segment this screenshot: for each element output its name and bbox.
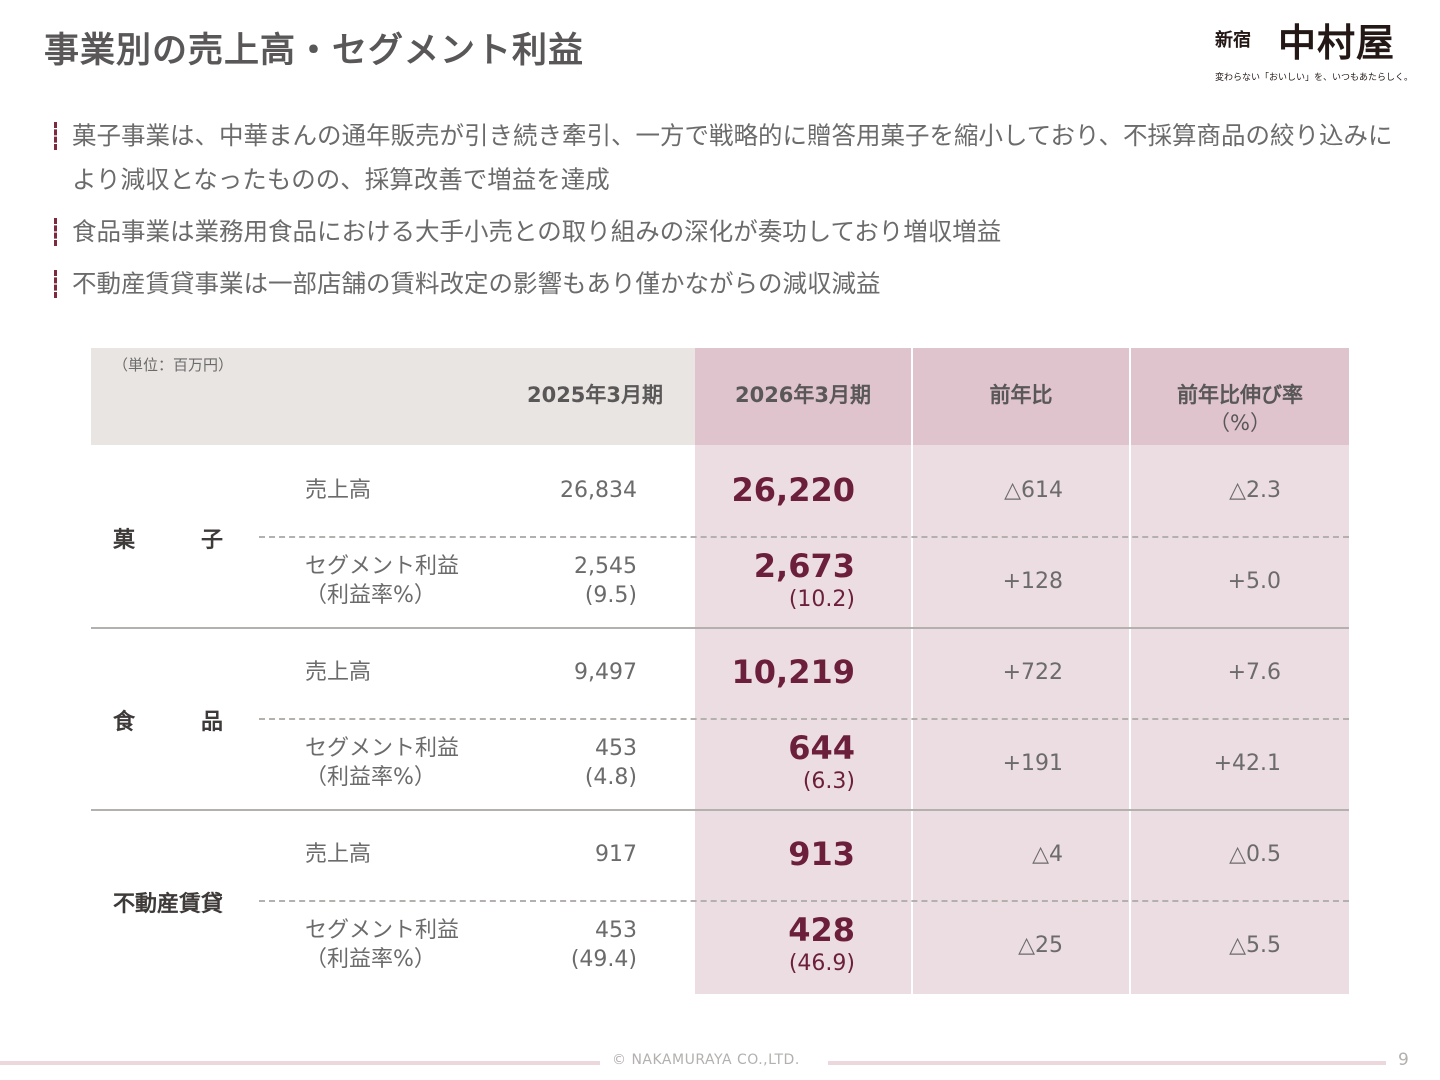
prev-margin: (9.5) — [584, 583, 637, 608]
company-logo: 新宿 中村屋 変わらない「おいしい」を、いつもあたらしく。 — [1208, 12, 1418, 88]
current-value: 10,219 — [731, 653, 855, 691]
bullet-real-estate: 不動産賃貸事業は一部店舗の賃料改定の影響もあり僅かながらの減収減益 — [54, 262, 1394, 306]
bullet-text: 食品事業は業務用食品における大手小売との取り組みの深化が奏功しており増収増益 — [72, 217, 1002, 246]
yoy-value: △25 — [1018, 933, 1063, 958]
row-label: 売上高 — [305, 842, 372, 867]
segment-name: 菓 子 — [113, 528, 224, 553]
row-sublabel: （利益率%） — [305, 947, 436, 972]
segment-table: （単位：百万円） 2025年3月期 2026年3月期 前年比 前年比伸び率 （%… — [91, 348, 1349, 994]
column-header-current-year: 2026年3月期 — [734, 383, 872, 407]
row-sublabel: （利益率%） — [305, 583, 436, 608]
prev-value: 453 — [595, 918, 637, 943]
yoy-rate-value: △0.5 — [1229, 842, 1281, 867]
row-label: セグメント利益 — [305, 736, 460, 761]
row-divider — [259, 900, 1349, 902]
column-divider — [1129, 348, 1131, 994]
current-margin: (6.3) — [802, 769, 855, 794]
yoy-value: +722 — [1002, 660, 1063, 685]
prev-value: 453 — [595, 736, 637, 761]
yoy-rate-value: △2.3 — [1229, 478, 1281, 503]
yoy-value: △4 — [1032, 842, 1063, 867]
footer-line-left — [0, 1061, 600, 1065]
unit-label: （単位：百万円） — [113, 356, 234, 374]
bullet-food: 食品事業は業務用食品における大手小売との取り組みの深化が奏功しており増収増益 — [54, 210, 1394, 254]
page-title: 事業別の売上高・セグメント利益 — [44, 31, 585, 71]
current-value: 428 — [788, 911, 855, 949]
prev-margin: (49.4) — [570, 947, 637, 972]
prev-value: 9,497 — [574, 660, 637, 685]
current-value: 26,220 — [731, 471, 855, 509]
logo-main-text: 中村屋 — [1278, 20, 1396, 65]
yoy-rate-value: +5.0 — [1227, 569, 1281, 594]
current-value: 913 — [788, 835, 855, 873]
row-label: 売上高 — [305, 478, 372, 503]
row-label: 売上高 — [305, 660, 372, 685]
prev-margin: (4.8) — [584, 765, 637, 790]
row-divider — [259, 718, 1349, 720]
logo-small-text: 新宿 — [1215, 30, 1251, 51]
logo-tagline: 変わらない「おいしい」を、いつもあたらしく。 — [1215, 73, 1414, 83]
segment-name: 食 品 — [113, 710, 224, 735]
header-gray-bg — [91, 348, 695, 445]
yoy-value: +128 — [1002, 569, 1063, 594]
bullet-text: 不動産賃貸事業は一部店舗の賃料改定の影響もあり僅かながらの減収減益 — [72, 269, 881, 298]
bullet-marker — [54, 122, 57, 150]
header-pink-bg — [695, 348, 1349, 445]
copyright: © NAKAMURAYA CO.,LTD. — [612, 1052, 800, 1068]
yoy-rate-value: +7.6 — [1227, 660, 1281, 685]
bullet-text: 菓子事業は、中華まんの通年販売が引き続き牽引、一方で戦略的に贈答用菓子を縮小して… — [72, 121, 1393, 194]
segment-divider — [91, 627, 1349, 629]
bullet-marker — [54, 218, 57, 246]
bullet-confectionery: 菓子事業は、中華まんの通年販売が引き続き牽引、一方で戦略的に贈答用菓子を縮小して… — [54, 114, 1394, 202]
segment-divider — [91, 809, 1349, 811]
bullet-marker — [54, 270, 57, 298]
row-divider — [259, 536, 1349, 538]
yoy-value: +191 — [1002, 751, 1063, 776]
column-header-yoy-rate-unit: （%） — [1209, 411, 1271, 435]
row-sublabel: （利益率%） — [305, 765, 436, 790]
yoy-rate-value: +42.1 — [1213, 751, 1281, 776]
current-margin: (10.2) — [788, 587, 855, 612]
column-divider — [911, 348, 913, 994]
current-value: 644 — [788, 729, 855, 767]
yoy-rate-value: △5.5 — [1229, 933, 1281, 958]
current-margin: (46.9) — [788, 951, 855, 976]
prev-value: 26,834 — [560, 478, 637, 503]
column-header-yoy-rate: 前年比伸び率 — [1177, 383, 1303, 407]
summary-bullets: 菓子事業は、中華まんの通年販売が引き続き牽引、一方で戦略的に贈答用菓子を縮小して… — [54, 114, 1394, 314]
prev-value: 917 — [595, 842, 637, 867]
column-header-prev-year: 2025年3月期 — [526, 383, 664, 407]
row-label: セグメント利益 — [305, 554, 460, 579]
page-number: 9 — [1398, 1050, 1409, 1070]
current-value: 2,673 — [753, 547, 855, 585]
segment-name: 不動産賃貸 — [113, 892, 224, 917]
column-header-yoy: 前年比 — [989, 383, 1053, 407]
prev-value: 2,545 — [574, 554, 637, 579]
yoy-value: △614 — [1004, 478, 1063, 503]
row-label: セグメント利益 — [305, 918, 460, 943]
footer-line-right — [828, 1061, 1386, 1065]
